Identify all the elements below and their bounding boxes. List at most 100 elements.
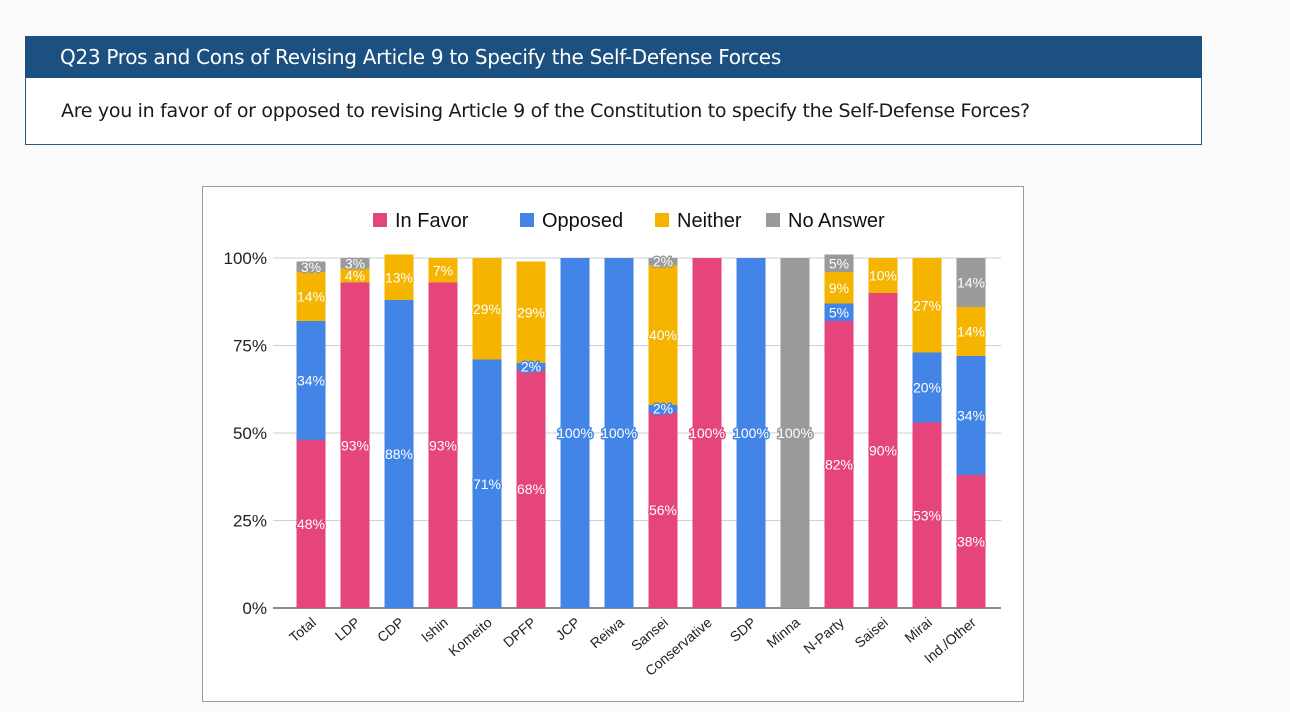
x-tick-label: LDP xyxy=(332,614,363,644)
data-label: 5% xyxy=(829,304,849,320)
bar-segment-in-favor xyxy=(296,440,326,608)
legend-item-in-favor[interactable]: In Favor xyxy=(373,210,469,232)
data-label: 90% xyxy=(869,443,897,459)
data-label: 3% xyxy=(345,255,365,271)
data-label: 100% xyxy=(733,425,769,441)
bar-segment-neither xyxy=(648,265,678,405)
bar-segment-opposed xyxy=(296,321,326,440)
data-label: 29% xyxy=(473,301,501,317)
data-label: 53% xyxy=(913,507,941,523)
data-label: 13% xyxy=(385,269,413,285)
bar-segment-neither xyxy=(384,254,414,300)
data-label: 100% xyxy=(689,425,725,441)
question-title: Q23 Pros and Cons of Revising Article 9 … xyxy=(60,45,781,69)
bar-segment-no-answer xyxy=(824,254,854,272)
bar-segment-no-answer xyxy=(956,258,986,307)
legend-label: No Answer xyxy=(788,210,885,232)
data-label: 100% xyxy=(601,425,637,441)
data-label: 100% xyxy=(557,425,593,441)
bar-segment-no-answer xyxy=(780,258,810,608)
data-label: 29% xyxy=(517,304,545,320)
bars xyxy=(296,254,986,608)
x-tick-label: Total xyxy=(286,614,319,645)
bar-segment-in-favor xyxy=(692,258,722,608)
bar-segment-neither xyxy=(516,261,546,363)
x-tick-label: SDP xyxy=(727,614,759,645)
bar-segment-no-answer xyxy=(296,261,326,272)
bar-segment-opposed xyxy=(604,258,634,608)
data-label: 48% xyxy=(297,516,325,532)
y-tick-label: 50% xyxy=(233,424,267,443)
data-label: 38% xyxy=(957,534,985,550)
data-label: 2% xyxy=(521,359,541,375)
data-label: 4% xyxy=(345,268,365,284)
legend-swatch xyxy=(655,213,669,227)
data-label: 34% xyxy=(957,408,985,424)
bar-segment-opposed xyxy=(560,258,590,608)
data-label: 40% xyxy=(649,327,677,343)
bar-segment-in-favor xyxy=(868,293,898,608)
data-label: 82% xyxy=(825,457,853,473)
bar-segment-neither xyxy=(296,272,326,321)
y-tick-label: 75% xyxy=(233,337,267,356)
x-tick-label: Mirai xyxy=(901,614,935,646)
y-axis: 0% 25% 50% 75% 100% xyxy=(224,249,267,618)
data-label: 56% xyxy=(649,502,677,518)
legend-swatch xyxy=(766,213,780,227)
data-label: 10% xyxy=(869,268,897,284)
x-tick-label: Ishin xyxy=(418,614,451,645)
x-tick-label: Reiwa xyxy=(587,614,627,651)
bar-segment-opposed xyxy=(516,363,546,370)
bar-segment-opposed xyxy=(384,300,414,608)
bar-segment-in-favor xyxy=(824,321,854,608)
legend-label: In Favor xyxy=(395,210,469,232)
x-tick-label: Saisei xyxy=(851,614,891,651)
bar-segment-neither xyxy=(956,307,986,356)
bar-segment-opposed xyxy=(824,303,854,321)
data-label: 14% xyxy=(957,275,985,291)
legend-swatch xyxy=(520,213,534,227)
stacked-bar-chart: 48%34%14%3%93%4%3%88%13%93%7%71%29%68%2%… xyxy=(224,210,1001,679)
x-tick-label: Komeito xyxy=(445,614,495,659)
bar-segment-neither xyxy=(428,258,458,283)
data-labels: 48%34%14%3%93%4%3%88%13%93%7%71%29%68%2%… xyxy=(295,252,986,551)
bar-segment-opposed xyxy=(472,359,502,608)
legend-item-neither[interactable]: Neither xyxy=(655,210,742,232)
data-label: 93% xyxy=(429,437,457,453)
x-tick-label: JCP xyxy=(552,614,583,643)
data-label: 93% xyxy=(341,437,369,453)
bar-segment-in-favor xyxy=(516,370,546,608)
legend-item-no-answer[interactable]: No Answer xyxy=(766,210,885,232)
data-label: 5% xyxy=(829,255,849,271)
legend-item-opposed[interactable]: Opposed xyxy=(520,210,623,232)
data-label: 20% xyxy=(913,380,941,396)
data-label: 27% xyxy=(913,297,941,313)
data-label: 100% xyxy=(777,425,813,441)
y-tick-label: 100% xyxy=(224,249,267,268)
y-tick-label: 0% xyxy=(242,599,267,618)
data-label: 7% xyxy=(433,262,453,278)
bar-segment-neither xyxy=(340,268,370,283)
x-tick-label: N-Party xyxy=(800,614,847,657)
bar-segment-opposed xyxy=(956,356,986,475)
data-label: 3% xyxy=(301,259,321,275)
data-label: 34% xyxy=(297,373,325,389)
bar-segment-neither xyxy=(868,258,898,293)
bar-segment-no-answer xyxy=(340,258,370,269)
question-text-box: Are you in favor of or opposed to revisi… xyxy=(25,78,1202,145)
data-label: 14% xyxy=(297,289,325,305)
x-tick-label: CDP xyxy=(374,614,407,645)
y-tick-label: 25% xyxy=(233,512,267,531)
bar-segment-neither xyxy=(912,258,942,353)
bar-segment-in-favor xyxy=(340,282,370,608)
data-label: 2% xyxy=(653,401,673,417)
question-text: Are you in favor of or opposed to revisi… xyxy=(61,100,1030,122)
bar-segment-opposed xyxy=(912,352,942,423)
chart-frame: 48% 34% 14% 3% 93% 4% 3% 88% 13% 93% 7% 71% 29% 68% 2%… xyxy=(202,186,1024,702)
x-tick-label: DPFP xyxy=(500,614,539,650)
bar-segment-in-favor xyxy=(956,475,986,608)
data-label: 71% xyxy=(473,476,501,492)
legend-label: Opposed xyxy=(542,210,623,232)
bar-segment-no-answer xyxy=(648,258,678,265)
